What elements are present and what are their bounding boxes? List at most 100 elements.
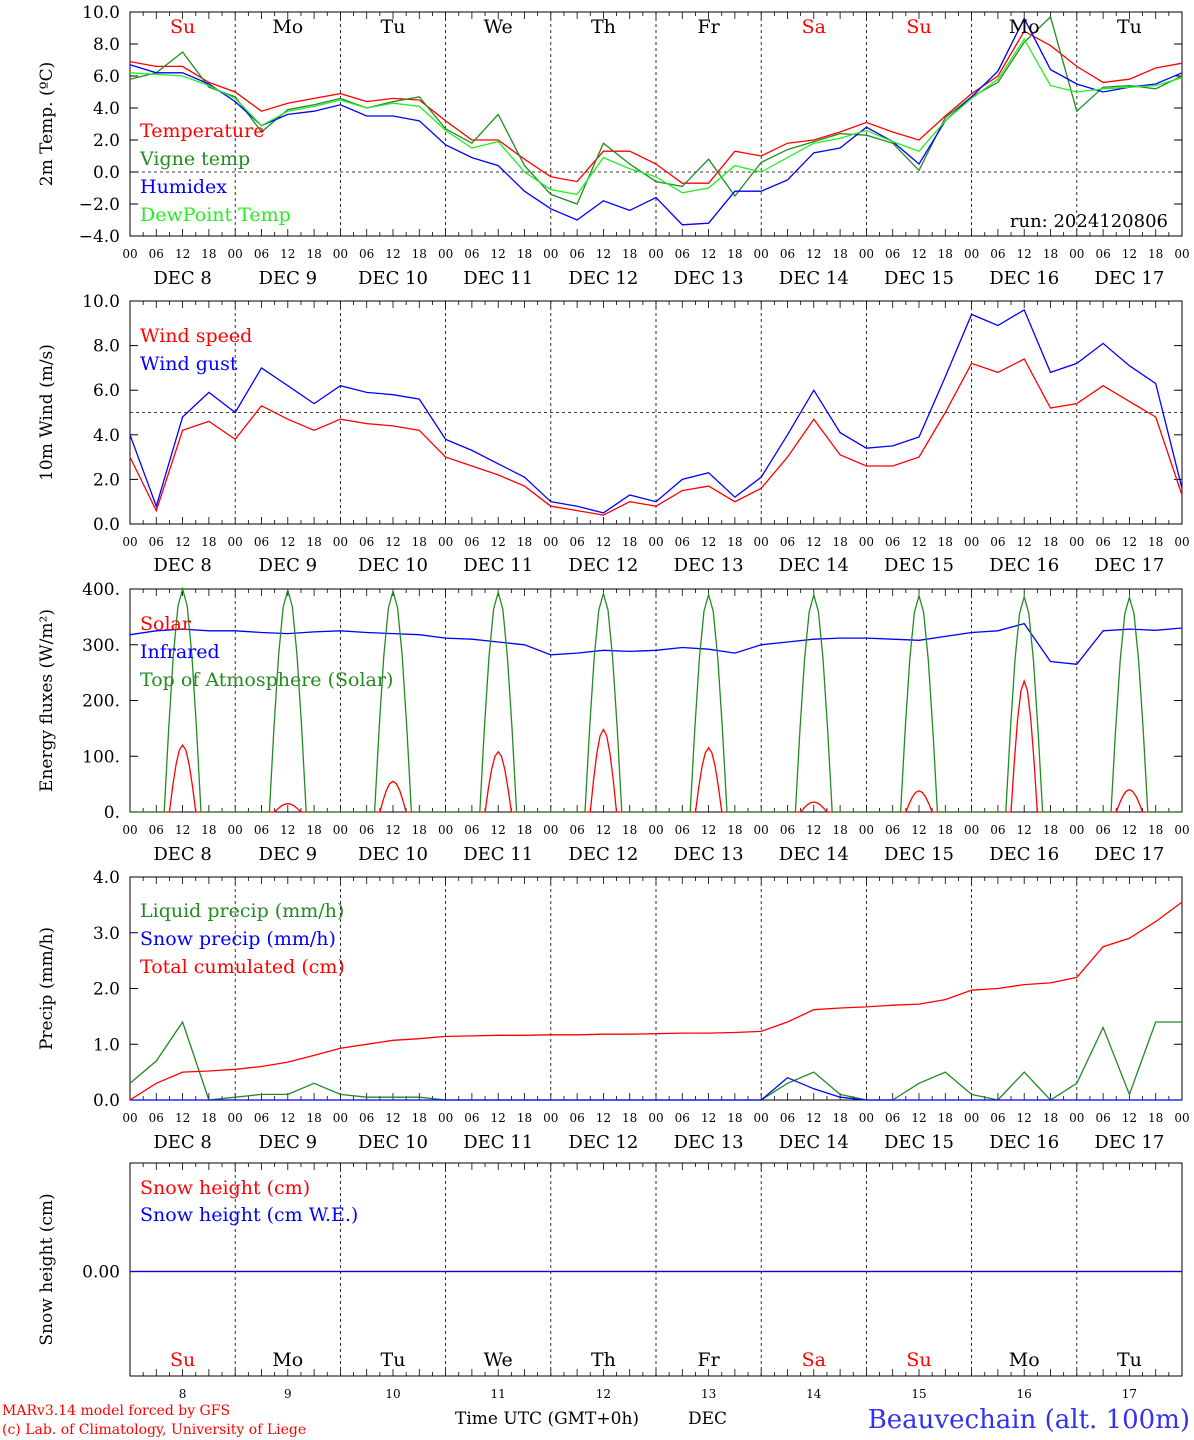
y-axis-label: Precip (mm/h) bbox=[37, 927, 57, 1050]
hour-label: 12 bbox=[491, 823, 506, 837]
hour-label: 06 bbox=[464, 823, 479, 837]
y-tick-label: 2.0 bbox=[93, 131, 120, 151]
date-label: DEC 8 bbox=[153, 1132, 212, 1153]
hour-label: 06 bbox=[254, 535, 269, 549]
y-tick-label: 0.0 bbox=[93, 515, 120, 535]
date-label: DEC 12 bbox=[568, 844, 638, 865]
hour-label: 12 bbox=[385, 535, 400, 549]
y-tick-label: 400. bbox=[82, 580, 120, 600]
hour-label: 06 bbox=[885, 1111, 900, 1125]
hour-label: 06 bbox=[149, 1111, 164, 1125]
y-tick-label: 200. bbox=[82, 692, 120, 712]
hour-label: 06 bbox=[569, 1111, 584, 1125]
weekday-labels: Su Su 8 Mo Mo 9 Tu Tu 10 We We 11 Th Th 12 Fr Fr 13 Sa Sa 14… bbox=[170, 16, 1142, 1401]
y-tick-label: 8.0 bbox=[93, 35, 120, 55]
y-axis-label: Energy fluxes (W/m²) bbox=[37, 609, 57, 792]
weekday-label-bottom: Fr bbox=[697, 1349, 720, 1371]
legend-entry: Top of Atmosphere (Solar) bbox=[140, 669, 393, 691]
hour-label: 18 bbox=[622, 823, 637, 837]
hour-label: 06 bbox=[990, 1111, 1005, 1125]
hour-label: 00 bbox=[1069, 1111, 1084, 1125]
weekday-label-top: Tu bbox=[1117, 16, 1142, 38]
weekday-label-bottom: Su bbox=[170, 1349, 195, 1371]
hour-label: 00 bbox=[754, 247, 769, 261]
hour-label: 18 bbox=[938, 823, 953, 837]
hour-label: 12 bbox=[280, 247, 295, 261]
hour-label: 00 bbox=[754, 1111, 769, 1125]
hour-label: 00 bbox=[1069, 247, 1084, 261]
hour-label: 12 bbox=[806, 535, 821, 549]
legend-entry: Solar bbox=[140, 613, 192, 635]
hour-label: 00 bbox=[333, 1111, 348, 1125]
series-dewpoint-temp bbox=[129, 37, 1183, 196]
hour-label: 00 bbox=[438, 247, 453, 261]
hour-label: 00 bbox=[543, 823, 558, 837]
hour-label: 12 bbox=[175, 823, 190, 837]
y-tick-label: 4.0 bbox=[93, 868, 120, 888]
date-label: DEC 16 bbox=[989, 555, 1059, 576]
weekday-label-top: Sa bbox=[802, 16, 826, 38]
hour-label: 12 bbox=[911, 535, 926, 549]
hour-label: 00 bbox=[1174, 1111, 1189, 1125]
hour-label: 00 bbox=[1174, 823, 1189, 837]
hour-label: 00 bbox=[964, 247, 979, 261]
date-label: DEC 14 bbox=[779, 844, 849, 865]
weekday-label-bottom: We bbox=[484, 1349, 513, 1371]
hour-label: 18 bbox=[517, 535, 532, 549]
legend-entry: Humidex bbox=[140, 176, 227, 198]
hour-label: 12 bbox=[596, 1111, 611, 1125]
date-label: DEC 15 bbox=[884, 268, 954, 289]
hour-label: 12 bbox=[806, 247, 821, 261]
date-label: DEC 17 bbox=[1094, 268, 1164, 289]
x-axis-month: DEC bbox=[688, 1409, 727, 1429]
hour-label: 12 bbox=[385, 1111, 400, 1125]
weekday-label-bottom: Su bbox=[906, 1349, 931, 1371]
hour-label: 00 bbox=[122, 535, 137, 549]
hour-label: 06 bbox=[885, 247, 900, 261]
hour-label: 12 bbox=[1017, 823, 1032, 837]
hour-label: 00 bbox=[228, 247, 243, 261]
hour-label: 06 bbox=[780, 247, 795, 261]
hour-label: 18 bbox=[1043, 247, 1058, 261]
legend-entry: Vigne temp bbox=[139, 148, 250, 170]
date-label: DEC 10 bbox=[358, 1132, 428, 1153]
hour-label: 00 bbox=[122, 823, 137, 837]
hour-label: 18 bbox=[306, 535, 321, 549]
panel-frame bbox=[129, 11, 1183, 237]
hour-label: 00 bbox=[1069, 823, 1084, 837]
hour-label: 12 bbox=[596, 247, 611, 261]
weekday-label-top: Su bbox=[170, 16, 195, 38]
hour-label: 18 bbox=[306, 823, 321, 837]
day-number: 14 bbox=[806, 1387, 822, 1401]
hour-label: 18 bbox=[727, 247, 742, 261]
y-tick-label: −2.0 bbox=[79, 195, 120, 215]
hour-label: 18 bbox=[201, 247, 216, 261]
y-tick-label: 2.0 bbox=[93, 470, 120, 490]
hour-label: 00 bbox=[859, 1111, 874, 1125]
hour-label: 12 bbox=[701, 247, 716, 261]
hour-label: 18 bbox=[517, 1111, 532, 1125]
hour-label: 06 bbox=[675, 823, 690, 837]
hour-label: 12 bbox=[175, 535, 190, 549]
hour-label: 18 bbox=[832, 535, 847, 549]
legend-entry: Infrared bbox=[140, 641, 220, 663]
hour-label: 12 bbox=[491, 535, 506, 549]
hour-label: 12 bbox=[911, 247, 926, 261]
footer-model-line: MARv3.14 model forced by GFS bbox=[2, 1403, 230, 1419]
hour-label: 00 bbox=[648, 1111, 663, 1125]
hour-label: 06 bbox=[464, 1111, 479, 1125]
date-label: DEC 9 bbox=[259, 1132, 318, 1153]
date-label: DEC 17 bbox=[1094, 555, 1164, 576]
series-infrared bbox=[129, 622, 1183, 665]
panel-5: 0.00 Snow height (cm) Snow height (cm) Snow… bbox=[37, 1162, 1183, 1377]
hour-label: 18 bbox=[832, 247, 847, 261]
hour-label: 18 bbox=[727, 1111, 742, 1125]
series-humidex bbox=[129, 16, 1183, 226]
hour-label: 18 bbox=[1043, 1111, 1058, 1125]
hour-label: 00 bbox=[648, 823, 663, 837]
hour-label: 18 bbox=[412, 247, 427, 261]
y-tick-label: 1.0 bbox=[93, 1035, 120, 1055]
hour-label: 12 bbox=[701, 1111, 716, 1125]
y-axis-label: Snow height (cm) bbox=[37, 1193, 57, 1345]
date-label: DEC 13 bbox=[674, 555, 744, 576]
